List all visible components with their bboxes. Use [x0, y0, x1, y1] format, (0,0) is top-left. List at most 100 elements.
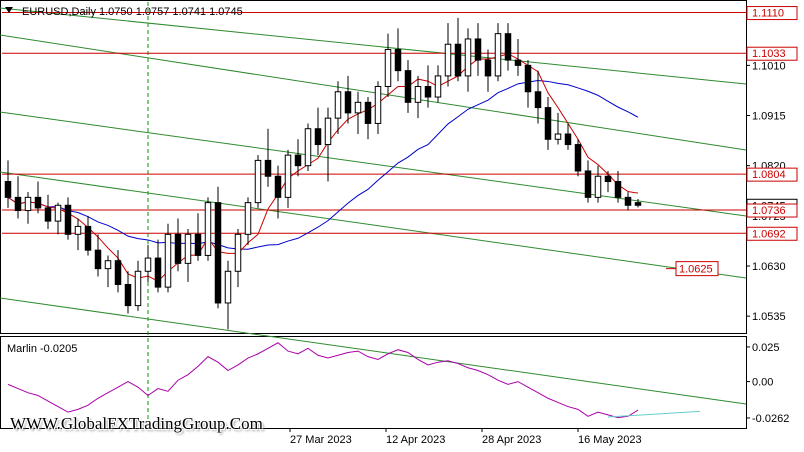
level-badge-1.1110: 1.1110 — [752, 8, 784, 20]
candle-body — [214, 202, 222, 304]
candle-body — [64, 204, 72, 235]
candle-body — [194, 233, 202, 256]
indicator-pane-frame — [0, 336, 747, 429]
candle — [74, 218, 82, 251]
price-tick-label: 1.0535 — [752, 311, 786, 323]
candle-body — [414, 85, 422, 103]
candle — [504, 23, 512, 71]
candle-body — [474, 38, 482, 61]
candle — [214, 186, 222, 309]
candle — [574, 139, 582, 177]
candle — [524, 60, 532, 108]
candle-body — [174, 233, 182, 264]
candle-body — [374, 85, 382, 124]
oscillator-line — [7, 342, 639, 419]
oscillator — [7, 342, 701, 419]
candle — [114, 250, 122, 293]
oscillator-trend-line — [607, 410, 701, 418]
candle-body — [244, 202, 252, 235]
candle — [624, 192, 632, 211]
candle-body — [544, 107, 552, 140]
candle-body — [14, 196, 22, 212]
candle — [554, 112, 562, 145]
candle-body — [434, 75, 442, 98]
candle-body — [4, 181, 12, 198]
candle-body — [574, 144, 582, 172]
candle-body — [534, 91, 542, 109]
candle — [294, 139, 302, 177]
channel-line-5 — [0, 297, 747, 405]
candle — [394, 28, 402, 82]
candle-body — [424, 85, 432, 98]
candle — [34, 181, 42, 214]
candle — [334, 81, 342, 134]
candle-body — [624, 196, 632, 206]
candle — [184, 229, 192, 282]
candle-body — [344, 91, 352, 114]
candle — [474, 23, 482, 76]
level-badge-1.0804: 1.0804 — [752, 169, 786, 181]
candle — [614, 170, 622, 203]
candle — [94, 234, 102, 277]
candle-body — [554, 133, 562, 140]
candle-body — [254, 159, 262, 204]
candle-body — [94, 249, 102, 270]
price-tick-label: 1.0630 — [752, 261, 786, 273]
candle-body — [294, 154, 302, 167]
candle-body — [364, 101, 372, 124]
candle — [124, 271, 132, 314]
candle — [324, 107, 332, 182]
candle-body — [334, 91, 342, 119]
candles[interactable] — [4, 17, 642, 330]
candle — [484, 49, 492, 92]
candle — [564, 123, 572, 150]
candle-body — [314, 128, 322, 146]
chart-title: EURUSD,Daily 1.0750 1.0757 1.0741 1.0745 — [22, 6, 243, 18]
candle-body — [444, 43, 452, 77]
candle — [304, 123, 312, 171]
candle — [634, 198, 642, 208]
candle — [594, 165, 602, 203]
candle-body — [284, 154, 292, 198]
candle — [544, 97, 552, 150]
indicator-label: Marlin -0.0205 — [7, 343, 77, 355]
price-tick-label: 1.0915 — [752, 111, 786, 123]
candle — [284, 149, 292, 208]
level-badge-box — [746, 6, 798, 21]
candle-body — [274, 175, 282, 198]
price-tick-label: 1.1010 — [752, 60, 786, 72]
candle-body — [384, 49, 392, 87]
candle-body — [584, 170, 592, 198]
candle — [4, 160, 12, 208]
candle — [154, 239, 162, 293]
candle — [14, 176, 22, 219]
horizontal-levels — [2, 12, 746, 234]
ma-fast-line — [7, 53, 639, 282]
level-badge-1.0692: 1.0692 — [752, 228, 786, 240]
candle-body — [84, 225, 92, 251]
candle — [464, 28, 472, 92]
candle-body — [594, 175, 602, 198]
indicator-tick-label: 0.025 — [752, 342, 780, 354]
candle-body — [524, 64, 532, 93]
candle — [224, 260, 232, 330]
candle-body — [54, 204, 62, 222]
candle-body — [404, 70, 412, 103]
level-badges: 1.11101.10331.08041.07451.07361.06921.06… — [666, 6, 798, 277]
level-badge-box — [746, 226, 798, 241]
level-badge-box — [746, 46, 798, 61]
candle — [434, 65, 442, 103]
candle — [454, 17, 462, 82]
channel-line-1 — [0, 7, 747, 85]
candle — [104, 255, 112, 288]
candle — [494, 23, 502, 82]
candle — [254, 155, 262, 208]
candle-body — [324, 117, 332, 146]
candle-body — [454, 43, 462, 77]
date-label: 27 Mar 2023 — [290, 434, 352, 446]
channel-line-3 — [0, 111, 747, 217]
candle — [384, 33, 392, 98]
